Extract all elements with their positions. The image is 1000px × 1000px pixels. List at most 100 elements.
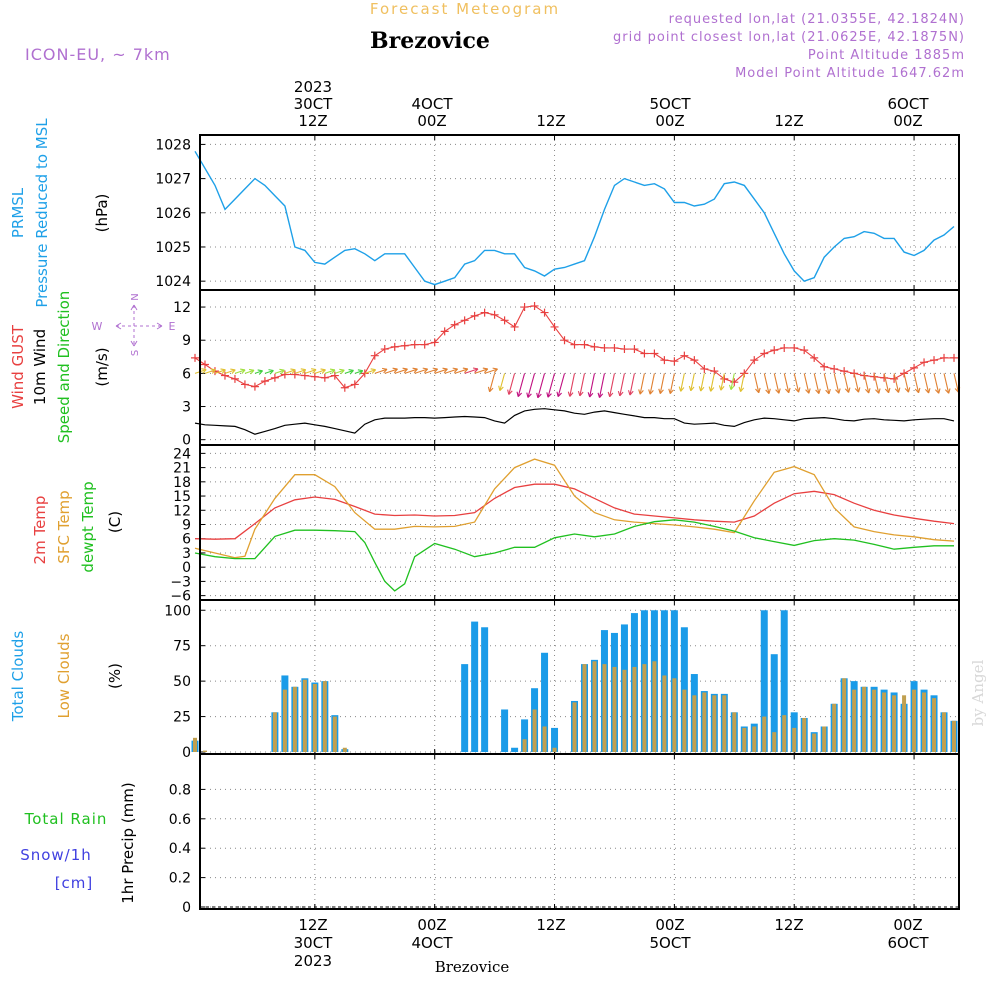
wind-arrow-head xyxy=(785,387,791,394)
y-tick-label: 3 xyxy=(182,400,191,416)
gust-marker xyxy=(520,303,529,312)
wind-arrow-head xyxy=(452,367,459,374)
low-cloud-bar xyxy=(762,716,767,752)
gust-marker xyxy=(610,343,619,352)
low-cloud-bar xyxy=(632,666,637,752)
wind-arrow xyxy=(933,373,940,394)
low-cloud-bar xyxy=(752,726,757,752)
y-tick-label: −3 xyxy=(170,574,191,590)
wind-arrow xyxy=(454,368,468,374)
wind-arrow xyxy=(374,368,388,374)
gust-marker xyxy=(760,349,769,358)
wind-arrow-head xyxy=(668,388,674,394)
y-tick-label: 6 xyxy=(182,532,191,548)
wind-arrow xyxy=(710,373,715,392)
low-cloud-bar xyxy=(532,709,537,752)
gust-marker xyxy=(560,336,569,345)
model-name: ICON-EU, ~ 7km xyxy=(25,45,171,64)
point-altitude: Point Altitude 1885m xyxy=(808,48,965,63)
low-cloud-bar xyxy=(612,666,617,752)
wind-arrow-head xyxy=(546,392,552,398)
panel-frame xyxy=(199,444,960,601)
cloud-label-total: Total Clouds xyxy=(9,631,27,723)
wind-arrow xyxy=(953,373,959,393)
wind-arrow-head xyxy=(805,388,811,394)
wind-arrow xyxy=(414,368,428,374)
wind-arrow xyxy=(354,370,363,374)
top-label-hour: 12Z xyxy=(298,112,327,130)
total-cloud-bar xyxy=(551,727,559,752)
y-tick-label: 1026 xyxy=(155,206,191,222)
compass-south: S xyxy=(130,350,141,356)
wind-arrow-head xyxy=(864,388,871,394)
compass-north: N xyxy=(130,293,141,300)
low-cloud-bar xyxy=(722,695,727,752)
gust-marker xyxy=(950,353,959,362)
cloud-panel-labels: Total Clouds Low Clouds (%) xyxy=(9,631,124,723)
gust-marker xyxy=(510,322,519,331)
low-cloud-bar xyxy=(922,692,927,752)
wind-arrow-head xyxy=(844,387,851,393)
wind-arrow-head xyxy=(339,368,345,375)
y-tick-label: 0 xyxy=(182,560,191,576)
wind-arrow xyxy=(404,368,418,374)
wind-arrow xyxy=(394,368,408,374)
gust-marker xyxy=(640,349,649,358)
gust-marker xyxy=(350,380,359,389)
wind-arrow xyxy=(873,373,880,394)
gust-marker xyxy=(200,360,209,369)
low-cloud-bar xyxy=(942,712,947,752)
wind-arrow xyxy=(943,373,950,394)
wind-panel-labels: Wind GUST 10m Wind Speed and Direction (… xyxy=(9,291,176,444)
precip-label-rain: Total Rain xyxy=(24,810,108,828)
wind-arrow xyxy=(730,373,735,390)
compass-east: E xyxy=(169,320,176,333)
gust-marker xyxy=(780,343,789,352)
gust-marker xyxy=(750,356,759,365)
requested-coords: requested lon,lat (21.0355E, 42.1824N) xyxy=(669,12,965,27)
wind-arrow-head xyxy=(516,391,523,398)
precip-label-cm: [cm] xyxy=(55,874,94,892)
gust-marker xyxy=(450,320,459,329)
wind-arrow xyxy=(813,373,820,394)
top-time-axis: 2023 30CT 12Z 4OCT 00Z 12Z 5OCT 00Z 12Z … xyxy=(294,78,930,130)
wind-arrow xyxy=(783,373,790,393)
low-cloud-bar xyxy=(692,695,697,752)
gust-marker xyxy=(280,370,289,379)
wind-arrow-head xyxy=(794,387,801,393)
wind-arrow-head xyxy=(392,367,398,374)
wind-label-gust: Wind GUST xyxy=(9,324,27,409)
wind-arrow-head xyxy=(567,391,574,397)
wind-arrow-head xyxy=(462,367,469,373)
low-cloud-bar xyxy=(712,695,717,752)
wind-arrow xyxy=(659,373,665,394)
wind-arrow-head xyxy=(597,392,604,398)
wind-arrow xyxy=(720,373,725,391)
wind-arrow xyxy=(537,373,546,398)
temp-unit: (C) xyxy=(106,511,124,533)
top-label-hour: 12Z xyxy=(536,112,565,130)
gust-marker xyxy=(440,327,449,336)
wind-arrow xyxy=(833,373,840,394)
chart-marks xyxy=(191,150,961,908)
wind-arrow xyxy=(314,369,326,374)
low-cloud-bar xyxy=(812,733,817,752)
pressure-line xyxy=(194,150,955,286)
wind-arrow-head xyxy=(638,389,644,395)
wind-arrow xyxy=(527,373,536,398)
panel-frames xyxy=(199,134,960,910)
low-cloud-bar xyxy=(912,689,917,752)
wind-arrow-head xyxy=(835,388,841,394)
bottom-label-hour: 12Z xyxy=(536,916,565,934)
gust-marker xyxy=(670,357,679,366)
gust-marker xyxy=(390,342,399,351)
wind-arrow-head xyxy=(492,367,498,374)
gust-marker xyxy=(500,316,509,325)
total-cloud-bar xyxy=(511,747,519,752)
wind-arrow xyxy=(364,369,376,374)
bottom-time-axis: 12Z 30CT 2023 00Z 4OCT 12Z 00Z 5OCT 12Z … xyxy=(294,916,930,976)
wind-arrow xyxy=(557,373,566,397)
wind-arrow xyxy=(274,369,285,374)
total-cloud-bar xyxy=(481,627,489,752)
wind-arrow xyxy=(893,373,900,393)
